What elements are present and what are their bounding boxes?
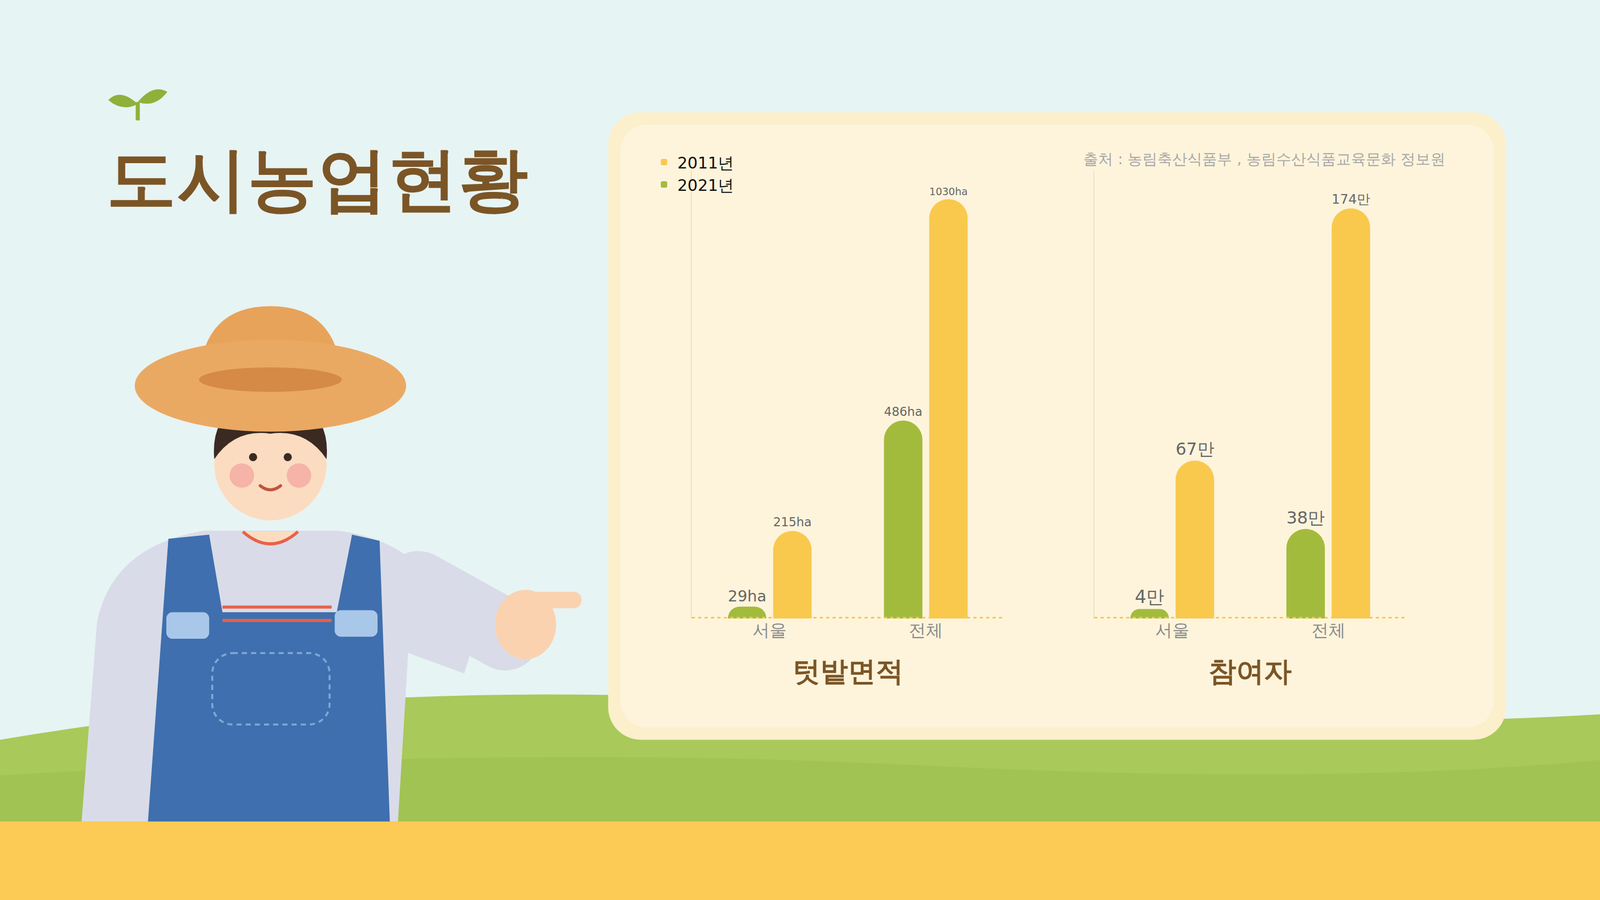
html-text:출처 : 농림축산식품부 , 농림수산식품교육문화 정보원: 출처 : 농림축산식품부 , 농림수산식품교육문화 정보원 (1083, 150, 1446, 168)
html-text:도시농업현황: 도시농업현황 (106, 138, 530, 220)
svg-text:215ha: 215ha (773, 515, 812, 530)
svg-text:38만: 38만 (1286, 508, 1325, 528)
svg-text:2011년: 2011년 (677, 153, 734, 173)
svg-text:486ha: 486ha (883, 404, 923, 419)
svg-text:서울: 서울 (752, 620, 787, 641)
svg-text:29ha: 29ha (728, 587, 767, 606)
svg-text:서울: 서울 (1155, 620, 1190, 641)
svg-text:1030ha: 1030ha (929, 185, 968, 198)
svg-text:전체: 전체 (908, 620, 943, 641)
svg-text:4만: 4만 (1134, 586, 1165, 608)
svg-text:67만: 67만 (1175, 439, 1214, 459)
svg-text:텃밭면적: 텃밭면적 (792, 655, 904, 688)
svg-text:174만: 174만 (1331, 191, 1371, 207)
svg-text:참여자: 참여자 (1208, 655, 1292, 688)
svg-text:전체: 전체 (1311, 620, 1346, 641)
svg-text:2021년: 2021년 (677, 176, 734, 195)
